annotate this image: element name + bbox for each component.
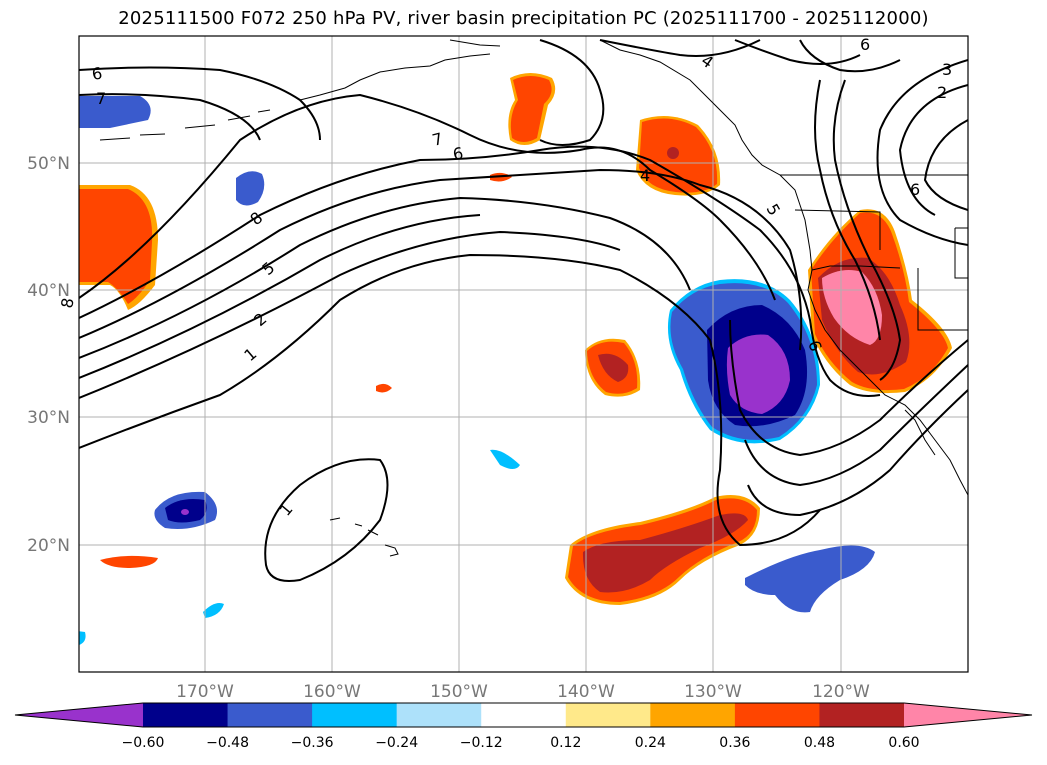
colorbar-segment xyxy=(481,703,567,727)
contour-label: 7 xyxy=(96,89,106,108)
lon-label: 150°W xyxy=(430,682,488,702)
contour-label: 2 xyxy=(937,83,947,102)
colorbar-segment xyxy=(734,703,820,727)
longitude-labels: 170°W 160°W 150°W 140°W 130°W 120°W xyxy=(176,682,870,702)
lon-label: 160°W xyxy=(303,682,361,702)
pv-contours xyxy=(79,39,968,582)
lon-label: 170°W xyxy=(176,682,234,702)
gridlines xyxy=(79,36,968,672)
colorbar-tick-labels: −0.60 −0.48 −0.36 −0.24 −0.12 0.12 0.24 0.36 0.4… xyxy=(122,735,920,751)
shade-region-se-blue xyxy=(745,545,875,613)
contour-label: 6 xyxy=(451,143,464,163)
colorbar-tick-label: 0.60 xyxy=(888,735,919,751)
contour-label: 6 xyxy=(910,180,920,199)
lon-label: 140°W xyxy=(557,682,615,702)
shade-region-central-red xyxy=(585,338,641,397)
shade-region-west xyxy=(79,185,158,310)
colorbar-segment xyxy=(819,703,905,727)
shade-region-small-red xyxy=(100,555,158,568)
colorbar-segment xyxy=(565,703,651,727)
contour-labels: 6 7 6 7 6 4 6 3 2 4 5 8 5 2 1 8 1 6 xyxy=(57,35,952,520)
shade-region-cyan-dash xyxy=(490,449,520,469)
lon-label: 130°W xyxy=(684,682,742,702)
lat-label: 50°N xyxy=(27,154,70,174)
contour-label: 6 xyxy=(860,35,870,54)
colorbar-tick-label: −0.24 xyxy=(375,735,418,751)
lat-label: 20°N xyxy=(27,536,70,556)
coastlines xyxy=(99,39,968,557)
shade-region-north-orange xyxy=(508,73,556,145)
shade-region-cyan-south xyxy=(203,603,224,618)
lon-label: 120°W xyxy=(812,682,870,702)
shade-region-dot-orange xyxy=(376,383,392,393)
contour-label: 6 xyxy=(90,63,103,83)
latitude-labels: 50°N 40°N 30°N 20°N xyxy=(27,154,70,556)
contour-label: 4 xyxy=(640,166,650,185)
colorbar-segment xyxy=(227,703,313,727)
map-area xyxy=(79,36,968,672)
contour-label: 8 xyxy=(57,296,77,309)
colorbar-tick-label: 0.48 xyxy=(804,735,835,751)
shade-region-south-red xyxy=(565,495,760,605)
colorbar-tick-label: 0.36 xyxy=(719,735,750,751)
shade-region-offshore-negative xyxy=(667,279,820,444)
colorbar-segment xyxy=(312,703,398,727)
colorbar-segment xyxy=(650,703,736,727)
colorbar-extend-max xyxy=(904,703,1032,727)
colorbar-tick-label: 0.12 xyxy=(550,735,581,751)
contour-label: 3 xyxy=(942,60,952,79)
colorbar-outline xyxy=(14,702,1033,728)
colorbar-tick-label: −0.60 xyxy=(122,735,165,751)
map-frame xyxy=(78,35,969,673)
contour-label: 7 xyxy=(430,129,445,150)
colorbar-tick-label: −0.48 xyxy=(206,735,249,751)
shade-region-sw-blue xyxy=(154,491,218,529)
colorbar-tick-label: −0.12 xyxy=(460,735,503,751)
lat-label: 30°N xyxy=(27,408,70,428)
colorbar-extend-min xyxy=(15,703,143,727)
colorbar xyxy=(14,702,1033,728)
shade-region-blue-small xyxy=(236,171,265,206)
shade-region-nw-blue xyxy=(79,96,151,128)
colorbar-segment xyxy=(143,703,229,727)
shade-region-cyan-edge xyxy=(79,631,86,645)
colorbar-segment xyxy=(396,703,482,727)
map-title: 2025111500 F072 250 hPa PV, river basin … xyxy=(118,8,929,29)
colorbar-tick-label: 0.24 xyxy=(635,735,666,751)
lat-label: 40°N xyxy=(27,281,70,301)
colorbar-tick-label: −0.36 xyxy=(291,735,334,751)
